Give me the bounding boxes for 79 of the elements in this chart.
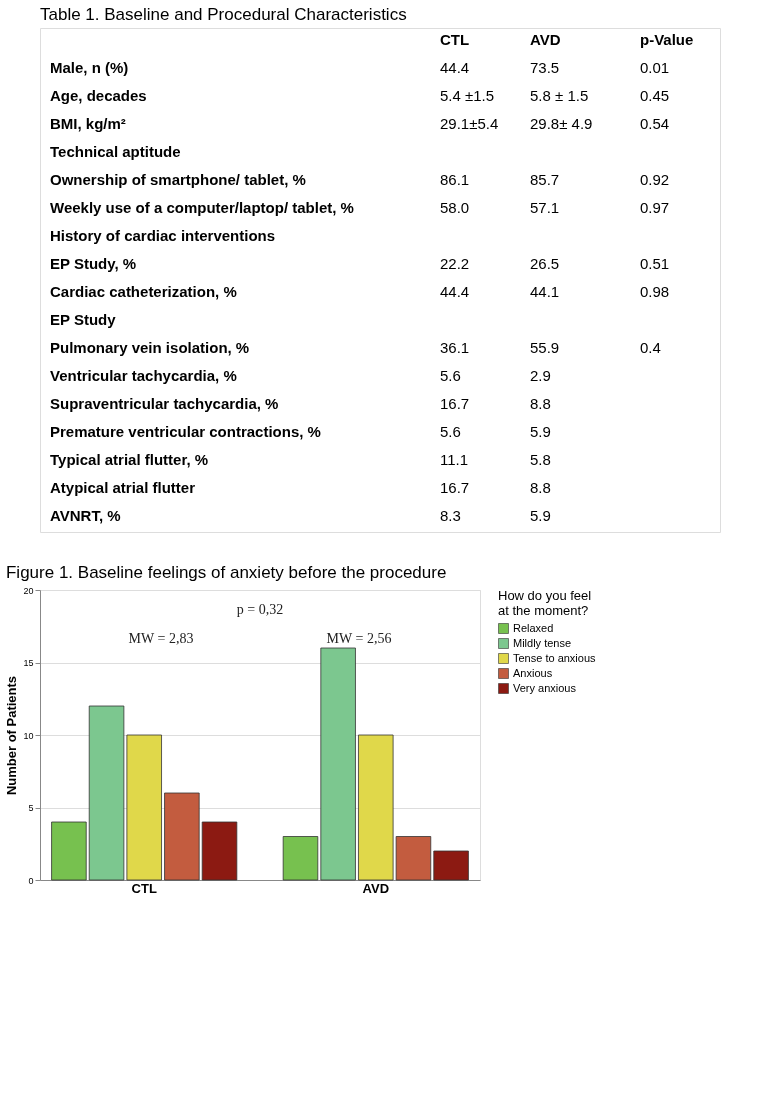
legend-label: Relaxed (513, 621, 554, 634)
annotation: p = 0,32 (236, 602, 284, 618)
legend-label: Anxious (513, 666, 553, 679)
y-tick-label: 5 (28, 803, 34, 813)
text: AVNRT, % (50, 507, 121, 524)
text: 0.51 (640, 255, 670, 272)
text: 0.54 (640, 115, 670, 132)
annotation: MW = 2,83 (128, 631, 194, 647)
text: p-Value (640, 31, 694, 48)
text: 8.3 (440, 507, 461, 524)
text: 2.9 (530, 367, 551, 384)
text: 0.98 (640, 283, 670, 300)
text: 26.5 (530, 255, 560, 272)
text: 57.1 (530, 199, 560, 216)
bar (201, 821, 238, 881)
text: Technical aptitude (50, 143, 181, 160)
text: 5.4 ±1.5 (440, 87, 495, 104)
text: Atypical atrial flutter (50, 479, 196, 496)
text: 11.1 (440, 451, 469, 468)
legend-title: How do you feel at the moment? (498, 588, 592, 618)
text: CTL (440, 31, 470, 48)
y-tick-label: 10 (23, 730, 34, 741)
text: 5.9 (530, 423, 551, 440)
text: 85.7 (530, 171, 560, 188)
chart-title: Figure 1. Baseline feelings of anxiety before the procedure (5, 563, 447, 582)
text: 16.7 (440, 395, 470, 412)
text: 58.0 (440, 199, 470, 216)
text: 44.4 (440, 59, 470, 76)
text: 73.5 (530, 59, 560, 76)
text: Supraventricular tachycardia, % (50, 395, 279, 412)
text: Premature ventricular contractions, % (50, 423, 321, 440)
text: History of cardiac interventions (50, 227, 276, 244)
annotation: MW = 2,56 (326, 631, 392, 647)
text: 36.1 (440, 339, 470, 356)
text: 16.7 (440, 479, 470, 496)
text: Ventricular tachycardia, % (50, 367, 237, 384)
text: 5.9 (530, 507, 551, 524)
bar (320, 647, 356, 881)
text: 5.8 (530, 451, 551, 468)
text: 5.8 ± 1.5 (530, 87, 589, 104)
text: Age, decades (50, 87, 147, 104)
text: 29.1±5.4 (440, 115, 499, 132)
text: 44.1 (530, 283, 560, 300)
text: 5.6 (440, 423, 461, 440)
legend-label: Mildly tense (513, 636, 572, 649)
y-tick-label: 20 (23, 585, 34, 596)
text: 44.4 (440, 283, 470, 300)
y-tick-label: 0 (28, 875, 34, 886)
text: 86.1 (440, 171, 470, 188)
text: 0.97 (640, 199, 670, 216)
text: Pulmonary vein isolation, % (50, 339, 250, 356)
text: 0.92 (640, 171, 670, 188)
text: 0.45 (640, 87, 670, 104)
text: Table 1. Baseline and Procedural Characteristics (40, 5, 407, 24)
text: BMI, kg/m² (50, 115, 126, 132)
bar (433, 850, 469, 881)
text: AVD (530, 31, 561, 48)
text: 0.01 (640, 59, 670, 76)
text: Typical atrial flutter, % (50, 451, 209, 468)
text: EP Study, % (50, 255, 137, 272)
text: 22.2 (440, 255, 470, 272)
y-axis-title: Number of Patients (4, 675, 20, 796)
text: 29.8± 4.9 (530, 115, 593, 132)
text: Weekly use of a computer/laptop/ tablet, % (50, 199, 354, 216)
legend-label: Tense to anxious (513, 651, 597, 664)
text: 8.8 (530, 479, 551, 496)
text: 5.6 (440, 367, 461, 384)
text: Cardiac catheterization, % (50, 283, 237, 300)
text: Male, n (%) (50, 59, 129, 76)
text: 55.9 (530, 339, 560, 356)
y-tick-label: 15 (23, 658, 34, 668)
text: EP Study (50, 311, 117, 328)
bar (164, 792, 200, 881)
text: Ownership of smartphone/ tablet, % (50, 171, 306, 188)
bar (282, 836, 319, 881)
legend-label: Very anxious (513, 681, 577, 694)
bar (51, 821, 87, 881)
text: 8.8 (530, 395, 551, 412)
text: 0.4 (640, 339, 661, 356)
